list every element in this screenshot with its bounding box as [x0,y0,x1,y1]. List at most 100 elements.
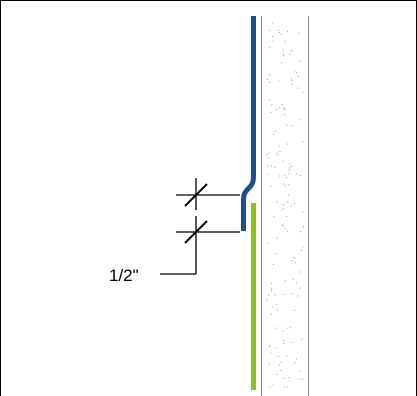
stipple-dot [278,32,280,34]
stipple-dot [291,125,293,127]
stipple-dot [270,313,272,315]
stipple-dot [286,124,288,126]
stipple-dot [286,177,288,179]
stipple-dot [276,374,278,375]
stipple-dot [276,151,278,153]
upper-flashing [241,16,256,231]
stipple-dot [286,355,288,357]
stipple-dot [283,293,285,295]
stipple-dot [274,327,276,329]
stipple-dot [271,104,273,106]
stipple-dot [282,330,284,332]
stipple-dot [278,80,280,82]
stipple-dot [297,295,299,297]
stipple-dot [296,173,298,175]
stipple-dot [294,362,296,364]
stipple-dot [279,175,281,177]
stipple-dot [302,141,304,143]
stipple-dot [269,386,271,388]
stipple-dot [279,107,281,109]
stipple-dot [291,78,292,80]
stipple-dot [291,342,293,343]
stipple-dot [275,347,277,349]
stipple-dot [281,62,283,64]
stipple-dot [269,47,271,49]
stipple-dot [288,169,290,171]
stipple-dot [287,30,289,32]
stipple-dot [282,208,284,210]
stipple-dot [278,145,280,147]
stipple-dot [276,201,278,203]
stipple-dot [276,237,278,239]
stipple-dot [271,282,272,284]
stipple-dot [274,166,276,168]
stipple-dot [298,75,299,77]
stipple-dot [288,167,290,169]
stipple-dot [285,185,287,187]
stipple-dot [293,203,295,205]
stipple-dot [301,378,303,380]
stipple-dot [283,386,285,388]
stipple-dot [270,290,272,292]
stipple-dot [267,242,269,244]
stipple-dot [283,339,285,341]
stipple-dot [270,165,272,167]
stipple-dot [286,386,288,388]
stipple-dot [272,40,274,42]
stipple-dot [269,99,271,101]
stipple-dot [274,253,276,255]
stipple-dot [266,154,268,156]
stipple-dot [273,133,275,135]
stipple-dot [283,377,285,379]
stipple-dot [299,175,301,176]
stipple-dot [291,205,293,207]
stipple-dot [283,108,285,110]
stipple-dot [297,87,299,89]
stipple-dot [299,287,301,289]
stipple-dot [300,119,302,121]
stipple-dot [284,114,286,116]
stipple-dot [270,111,272,113]
stipple-dot [284,41,286,43]
stipple-dot [282,53,284,55]
stipple-dot [289,163,291,165]
stipple-dot [270,185,272,187]
stipple-dot [283,183,285,185]
stipple-dot [273,216,275,218]
stipple-dot [266,300,268,302]
stipple-dot [268,152,270,154]
stipple-dot [282,107,284,109]
stipple-dot [288,194,290,196]
stipple-dot [280,361,282,363]
stipple-dot [283,225,285,227]
stipple-dot [277,356,279,357]
stipple-dot [283,343,285,344]
stipple-dot [290,327,292,329]
stipple-dot [274,294,276,296]
stipple-dot [291,50,292,52]
stipple-dot [282,49,284,51]
stipple-dot [303,226,304,228]
stipple-dot [296,282,297,284]
stipple-dot [302,246,304,248]
dimension-half-inch [160,178,240,275]
stipple-dot [302,91,304,93]
stipple-dot [268,346,270,348]
stipple-dot [289,53,291,55]
stipple-dot [294,262,296,264]
stipple-dot [273,264,274,265]
stipple-dot [280,370,282,372]
stipple-dot [271,306,273,308]
stipple-dot [281,209,283,211]
stipple-dot [300,231,301,233]
stipple-dot [290,166,292,167]
stipple-dot [283,55,285,57]
stipple-dot [300,271,302,273]
stipple-dot [287,201,289,203]
stipple-dot [284,280,286,282]
stipple-dot [271,288,273,290]
stipple-dot [294,309,296,311]
stipple-dot [284,228,286,230]
stipple-dot [295,358,297,360]
